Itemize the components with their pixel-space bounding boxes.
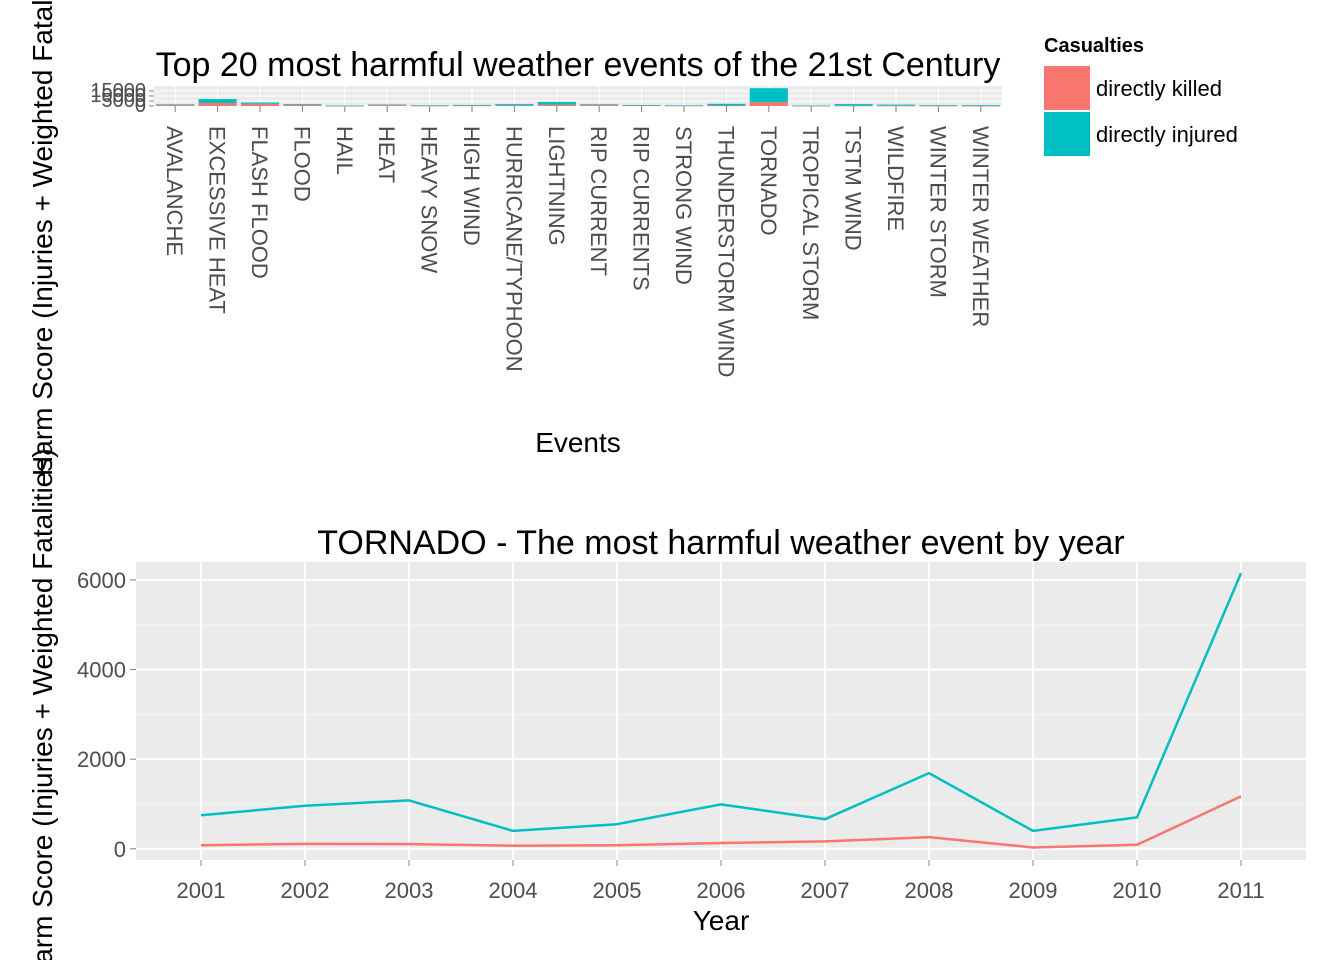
legend-label-injured: directly injured	[1096, 122, 1238, 147]
bar-x-tick-label: WINTER STORM	[925, 126, 950, 298]
bar-killed	[156, 104, 195, 106]
bar-killed	[707, 105, 746, 107]
bar-chart-title: Top 20 most harmful weather events of th…	[156, 46, 1001, 84]
bar-x-tick-label: HIGH WIND	[459, 126, 484, 246]
line-y-tick-label: 2000	[77, 747, 126, 772]
bar-injured	[834, 104, 873, 106]
bar-killed	[537, 104, 576, 106]
line-x-tick-label: 2008	[905, 878, 954, 903]
line-x-tick-label: 2009	[1009, 878, 1058, 903]
bar-x-tick-label: WINTER WEATHER	[968, 126, 993, 327]
line-y-axis-title: Harm Score (Injuries + Weighted Fataliti…	[27, 448, 58, 960]
bar-injured	[622, 105, 661, 106]
bar-injured	[919, 105, 958, 106]
bar-x-tick-label: HAIL	[332, 126, 357, 175]
line-marks	[200, 572, 1243, 849]
bar-injured	[368, 104, 407, 106]
bar-injured	[707, 103, 746, 106]
line-series-killed	[200, 795, 1242, 849]
bar-killed	[283, 104, 322, 106]
bar-x-ticks: AVALANCHE EXCESSIVE HEAT FLASH FLOOD FLOOD H…	[162, 106, 993, 377]
bar-x-tick-label: FLOOD	[289, 126, 314, 202]
bar-injured	[240, 102, 280, 104]
bar-x-tick-label: STRONG WIND	[671, 126, 696, 285]
bar-x-tick-label: AVALANCHE	[162, 126, 187, 256]
bar-injured	[664, 105, 704, 106]
bar-x-tick-label: THUNDERSTORM WIND	[713, 126, 738, 377]
bar-x-tick-label: HURRICANE/TYPHOON	[501, 126, 526, 372]
bar-injured	[198, 99, 237, 103]
bar-injured	[580, 104, 619, 105]
bar-killed	[368, 105, 407, 106]
bar-killed	[198, 103, 237, 106]
line-y-tick-label: 6000	[77, 568, 126, 593]
line-x-tick-label: 2004	[489, 878, 538, 903]
line-series-injured	[200, 572, 1243, 833]
legend-label-killed: directly killed	[1096, 76, 1222, 101]
line-x-tick-label: 2005	[593, 878, 642, 903]
bar-x-tick-label: EXCESSIVE HEAT	[205, 126, 230, 314]
bar-x-axis-title: Events	[535, 427, 621, 458]
line-x-tick-label: 2002	[281, 878, 330, 903]
bar-killed	[452, 105, 492, 107]
bar-injured	[537, 101, 576, 105]
bar-killed	[622, 105, 661, 106]
legend-key-injured	[1044, 112, 1090, 156]
bar-x-tick-label: WILDFIRE	[883, 126, 908, 231]
bar-injured	[495, 104, 534, 106]
line-x-tick-label: 2001	[177, 878, 226, 903]
line-x-tick-label: 2010	[1113, 878, 1162, 903]
bar-y-tick-label: 0	[135, 95, 146, 117]
bar-x-tick-label: TORNADO	[756, 126, 781, 236]
bar-killed	[495, 105, 534, 106]
bar-injured	[283, 104, 322, 105]
bar-injured	[325, 105, 364, 107]
line-x-tick-label: 2007	[801, 878, 850, 903]
bar-x-tick-label: LIGHTNING	[544, 126, 569, 246]
bar-x-tick-label: TSTM WIND	[841, 126, 866, 251]
legend-key-killed	[1044, 66, 1090, 110]
bar-injured	[792, 105, 831, 107]
line-y-tick-label: 4000	[77, 658, 126, 683]
bar-y-tick-label: 5000	[102, 90, 147, 112]
bar-injured	[452, 104, 492, 106]
legend-title: Casualties	[1044, 35, 1144, 57]
bar-injured	[961, 105, 1000, 106]
bar-killed	[580, 104, 619, 106]
line-x-tick-label: 2003	[385, 878, 434, 903]
line-x-axis-title: Year	[693, 905, 750, 936]
bar-y-tick-label: 10000	[90, 85, 146, 107]
bar-y-tick-label: 15000	[90, 80, 146, 102]
bar-y-axis-title: Harm Score (Injuries + Weighted Fataliti…	[27, 0, 58, 476]
line-y-tick-label: 0	[114, 837, 126, 862]
line-x-tick-label: 2006	[697, 878, 746, 903]
line-x-tick-label: 2011	[1217, 878, 1264, 903]
line-y-ticks: 0 2000 4000 6000	[77, 568, 136, 862]
bar-injured	[749, 88, 788, 103]
bar-injured	[410, 105, 449, 106]
bar-injured	[876, 104, 916, 106]
bar-x-tick-label: FLASH FLOOD	[247, 126, 272, 279]
bar-x-tick-label: HEAT	[374, 126, 399, 183]
bar-injured	[156, 104, 195, 105]
bar-x-tick-label: RIP CURRENTS	[629, 126, 654, 291]
bar-x-tick-label: RIP CURRENT	[586, 126, 611, 276]
bar-killed	[749, 102, 788, 106]
bar-x-tick-label: TROPICAL STORM	[798, 126, 823, 320]
line-chart-title: TORNADO - The most harmful weather event…	[317, 524, 1124, 562]
bar-x-tick-label: HEAVY SNOW	[417, 126, 442, 273]
line-x-ticks: 2001 2002 2003 2004 2005 2006 2007 2008 2009 2010…	[177, 860, 1265, 903]
legend: Casualties directly killed directly inju…	[1044, 35, 1238, 156]
bar-killed	[240, 103, 280, 106]
